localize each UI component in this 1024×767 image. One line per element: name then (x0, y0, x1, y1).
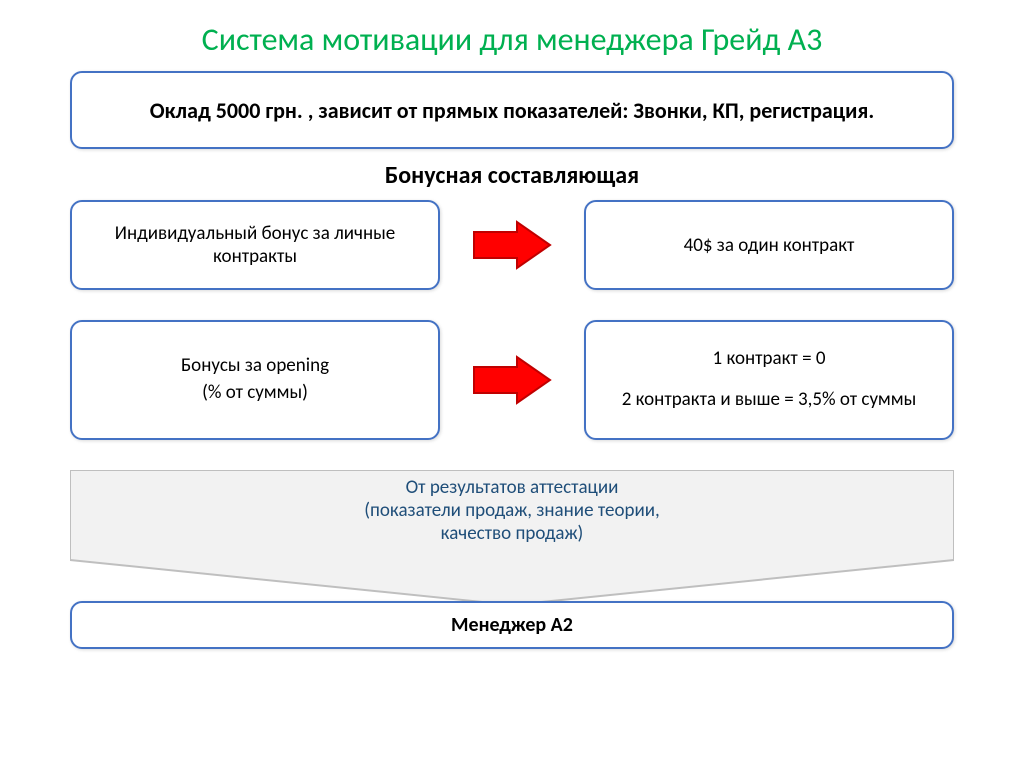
bonus-row-2: Бонусы за opening (% от суммы) 1 контрак… (70, 320, 954, 440)
manager-a2-box: Менеджер А2 (70, 601, 954, 649)
arrow-2 (467, 355, 557, 405)
arrow-shape (474, 357, 550, 403)
opening-bonus-box: Бонусы за opening (% от суммы) (70, 320, 440, 440)
contract-rate-box: 40$ за один контракт (584, 200, 954, 290)
arrow-shape (474, 222, 550, 268)
salary-box: Оклад 5000 грн. , зависит от прямых пока… (70, 71, 954, 149)
bonus-row-1: Индивидуальный бонус за личные контракты… (70, 200, 954, 290)
attestation-text: От результатов аттестации (показатели пр… (262, 476, 762, 545)
opening-bonus-line1: Бонусы за opening (181, 353, 329, 380)
individual-bonus-text: Индивидуальный бонус за личные контракты (92, 222, 418, 268)
attestation-line3: качество продаж) (262, 522, 762, 545)
individual-bonus-box: Индивидуальный бонус за личные контракты (70, 200, 440, 290)
attestation-line2: (показатели продаж, знание теории, (262, 499, 762, 522)
attestation-block: От результатов аттестации (показатели пр… (70, 470, 954, 605)
arrow-right-icon (472, 220, 552, 270)
manager-a2-text: Менеджер А2 (451, 613, 573, 637)
opening-bonus-line2: (% от суммы) (181, 380, 329, 407)
attestation-line1: От результатов аттестации (262, 476, 762, 499)
opening-rate-line1: 1 контракт = 0 (622, 346, 917, 373)
salary-text: Оклад 5000 грн. , зависит от прямых пока… (150, 97, 874, 124)
opening-rates-box: 1 контракт = 0 2 контракта и выше = 3,5%… (584, 320, 954, 440)
arrow-right-icon (472, 355, 552, 405)
bonus-heading: Бонусная составляющая (70, 161, 954, 190)
contract-rate-text: 40$ за один контракт (684, 234, 855, 257)
page-title: Система мотивации для менеджера Грейд А3 (70, 20, 954, 59)
opening-rate-line2: 2 контракта и выше = 3,5% от суммы (622, 387, 917, 414)
arrow-1 (467, 220, 557, 270)
